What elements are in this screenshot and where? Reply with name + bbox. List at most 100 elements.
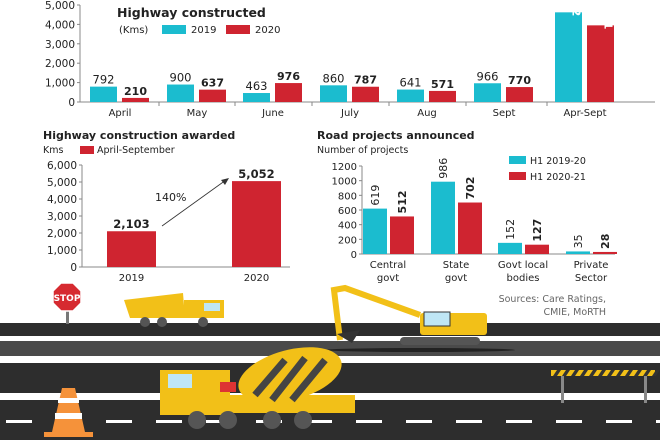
road-lane-2 [0, 341, 660, 356]
y-tick-label: 0 [68, 97, 75, 109]
bar-H1-2019-20 [363, 208, 387, 254]
x-tick-label: May [187, 108, 208, 119]
sources-line: Sources: Care Ratings, [499, 294, 606, 305]
y-tick-label: 800 [338, 191, 357, 202]
data-label: 463 [246, 79, 268, 93]
legend-label: H1 2019-20 [530, 156, 586, 167]
data-label: 571 [431, 78, 454, 91]
lane-dash [506, 420, 532, 423]
x-tick-label: Central [370, 260, 406, 271]
chart-title: Road projects announced [317, 129, 475, 142]
x-tick-label: bodies [507, 273, 540, 284]
bar-2019 [397, 89, 424, 102]
y-tick-label: 5,000 [45, 0, 75, 12]
bar-2020 [352, 86, 379, 102]
y-tick-label: 1,000 [45, 78, 75, 90]
lane-dash [206, 420, 232, 423]
barrier-stripe [616, 370, 624, 376]
lane-dash [456, 420, 482, 423]
lane-dash [306, 420, 332, 423]
lane-dash [406, 420, 432, 423]
data-label: 127 [531, 219, 544, 242]
barrier-stripe [553, 370, 561, 376]
legend-swatch-2020 [226, 25, 250, 34]
bar-2020 [587, 25, 614, 102]
lane-dash [156, 420, 182, 423]
bar-2020 [199, 89, 226, 102]
barrier-stripe [625, 370, 633, 376]
data-label: 900 [170, 71, 192, 85]
data-label: 702 [464, 177, 477, 200]
dump-truck-icon [124, 293, 224, 327]
bar-2020 [429, 90, 456, 102]
road-illustration: STOP [0, 282, 660, 440]
data-label: 3,951 [602, 0, 615, 29]
bar-2019 [243, 93, 270, 102]
barrier-stripe [634, 370, 642, 376]
bar-H1-2019-20 [431, 181, 455, 254]
data-label: 860 [323, 71, 345, 85]
legend-label: 2020 [255, 25, 280, 36]
growth-arrow [161, 179, 227, 227]
legend-swatch [80, 146, 94, 154]
bar-H1-2020-21 [458, 202, 482, 254]
x-tick-label: 2019 [119, 273, 144, 284]
sources-line: CMIE, MoRTH [543, 307, 606, 318]
unit-label: Kms [43, 145, 63, 156]
bar-H1-2020-21 [390, 216, 414, 254]
barrier-stripe [571, 370, 579, 376]
barrier-stripe [598, 370, 606, 376]
x-tick-label: Apr-Sept [563, 108, 606, 119]
y-tick-label: 2,000 [47, 228, 77, 240]
y-tick-label: 3,000 [47, 211, 77, 223]
data-label: 512 [396, 190, 409, 213]
x-tick-label: Govt local [498, 260, 548, 271]
data-label: 641 [400, 76, 422, 90]
x-tick-label: June [261, 108, 284, 119]
lane-dash [656, 420, 660, 423]
excavator-icon [325, 284, 515, 352]
road-projects-chart: Road projects announced Number of projec… [317, 129, 617, 318]
bar-H1-2020-21 [593, 251, 617, 254]
x-tick-label: govt [445, 273, 467, 284]
stop-sign-text: STOP [54, 294, 81, 304]
data-label: 4,622 [570, 0, 583, 16]
growth-annotation: 140% [155, 191, 186, 204]
legend-label: H1 2020-21 [530, 172, 586, 183]
y-tick-label: 600 [338, 206, 357, 217]
bar-2019 [320, 85, 347, 102]
lane-dash [556, 420, 582, 423]
bar-2020 [275, 83, 302, 102]
data-label: 637 [201, 77, 224, 90]
barrier-stripe [589, 370, 597, 376]
lane-dash [6, 420, 32, 423]
bar-2019 [90, 86, 117, 102]
data-label: 5,052 [238, 167, 274, 181]
y-tick-label: 400 [338, 221, 357, 232]
chart-title: Highway construction awarded [43, 129, 235, 142]
y-tick-label: 2,000 [45, 58, 75, 70]
data-label: 152 [504, 219, 517, 240]
barrier-stripe [580, 370, 588, 376]
legend-label: April-September [97, 145, 175, 156]
x-tick-label: govt [377, 273, 399, 284]
data-label: 2,103 [113, 217, 149, 231]
data-label: 787 [354, 74, 377, 87]
data-label: 210 [124, 85, 147, 98]
legend-swatch [509, 172, 526, 180]
x-tick-label: April [109, 108, 132, 119]
bar-2020 [506, 87, 533, 102]
data-label: 770 [508, 74, 531, 87]
bar-awarded [107, 231, 156, 267]
lane-dash [606, 420, 632, 423]
legend-swatch-2019 [162, 25, 186, 34]
bar-H1-2019-20 [566, 251, 590, 254]
y-tick-label: 1,000 [47, 245, 77, 257]
y-tick-label: 4,000 [45, 19, 75, 31]
x-tick-label: State [443, 260, 469, 271]
highway-constructed-chart: Highway constructed (Kms) 2019 2020 0 1,0… [45, 0, 655, 119]
barrier-stripe [652, 370, 660, 376]
x-tick-label: Sector [575, 273, 608, 284]
y-tick-label: 6,000 [47, 160, 77, 172]
